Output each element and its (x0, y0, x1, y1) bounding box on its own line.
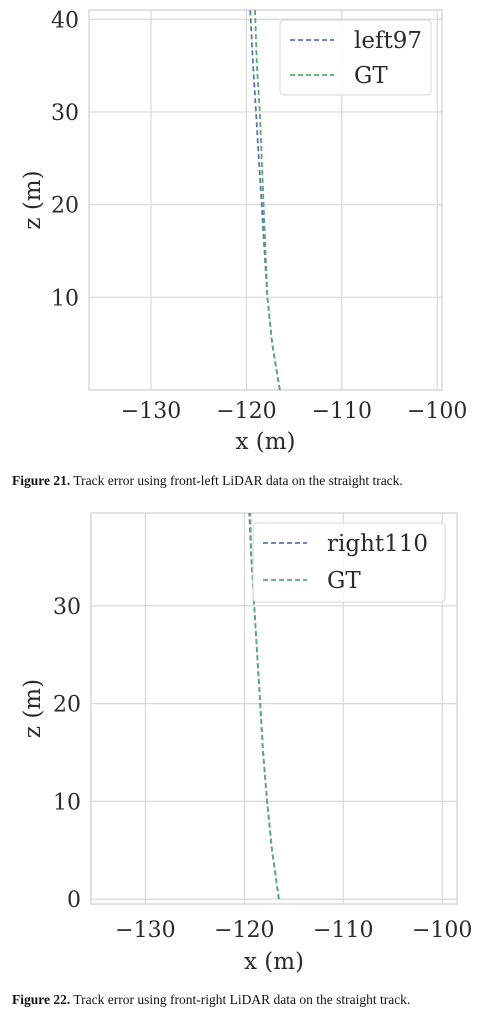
caption-text: Track error using front-left LiDAR data … (73, 473, 403, 488)
plot-frame (90, 512, 458, 905)
y-axis-label: z (m) (20, 679, 46, 738)
y-tick-label: 30 (53, 595, 81, 620)
caption-label: Figure 22. (12, 992, 71, 1007)
x-axis-label: x (m) (244, 949, 304, 975)
legend-label-left97: left97 (354, 28, 422, 54)
y-tick-label: 20 (51, 194, 79, 219)
caption-text: Track error using front-right LiDAR data… (73, 992, 411, 1007)
x-tick-label: −100 (412, 918, 472, 943)
x-tick-label: −120 (216, 399, 276, 424)
x-axis-label: x (m) (235, 429, 295, 455)
chart-front-right: −130 −120 −110 −100 0 10 20 30 x (m) z (m) right11… (20, 512, 472, 975)
figure-22-caption: Figure 22. Track error using front-right… (12, 992, 410, 1008)
caption-label: Figure 21. (12, 473, 71, 488)
y-tick-label: 30 (51, 101, 79, 126)
series-line-left97 (249, 9, 281, 391)
legend-label-right110: right110 (327, 531, 428, 557)
figure-21-caption: Figure 21. Track error using front-left … (12, 473, 403, 489)
x-tick-label: −100 (407, 399, 467, 424)
x-tick-label: −110 (312, 399, 372, 424)
x-tick-label: −120 (214, 918, 274, 943)
x-tick-label: −130 (121, 399, 181, 424)
legend-box (252, 522, 446, 603)
y-tick-label: 0 (67, 888, 81, 913)
y-tick-label: 40 (51, 8, 79, 33)
legend: left97 GT (279, 19, 432, 96)
legend-box (279, 19, 432, 96)
legend-label-gt: GT (327, 568, 361, 594)
legend: right110 GT (252, 522, 446, 603)
legend-label-gt: GT (354, 63, 388, 89)
x-tick-label: −130 (115, 918, 175, 943)
y-tick-label: 20 (53, 693, 81, 718)
series-line-gt (254, 9, 281, 391)
plot-frame (88, 9, 443, 391)
x-tick-label: −110 (313, 918, 373, 943)
chart-front-left: −130 −120 −110 −100 10 20 30 40 x (m) z (m) left97… (20, 8, 467, 455)
y-tick-label: 10 (53, 790, 81, 815)
y-axis-label: z (m) (20, 170, 46, 229)
series-line-gt (249, 512, 280, 900)
y-tick-label: 10 (51, 286, 79, 311)
